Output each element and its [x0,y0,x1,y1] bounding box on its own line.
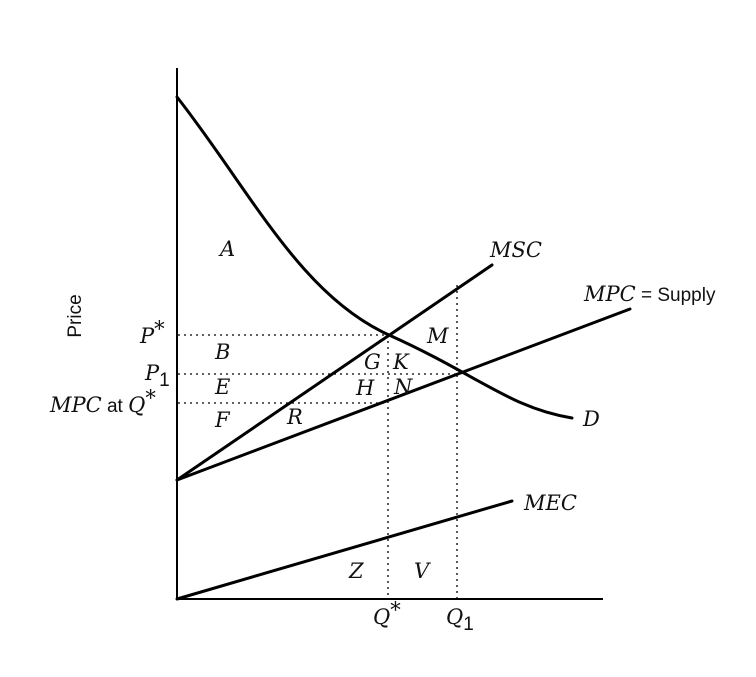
demand-curve [175,95,574,420]
area-label-v: V [414,559,431,583]
mpc-at-q-star-label: MPC at Q* [49,386,156,417]
area-label-a: A [218,237,235,261]
p-star-label: P* [139,317,165,348]
area-label-n: N [393,375,413,399]
mec-curve [175,499,514,601]
p1-label: P1 [144,361,170,391]
area-label-k: K [392,350,410,374]
q1-label: Q1 [446,605,474,635]
q-star-label: Q* [373,598,401,629]
area-label-m: M [426,324,449,348]
area-label-z: Z [348,559,364,583]
msc-curve [175,263,494,482]
area-label-g: G [364,350,381,374]
area-label-b: B [214,340,230,364]
demand-label: D [582,407,600,431]
mpc-supply-curve [175,307,632,482]
msc-label: MSC [489,238,542,262]
area-label-e: E [214,375,230,399]
area-label-f: F [214,408,231,432]
mpc-supply-label: MPC = Supply [583,282,716,306]
y-axis-label: Price [65,294,86,337]
area-label-r: R [286,405,303,429]
area-label-h: H [355,376,375,400]
mec-label: MEC [523,491,577,515]
